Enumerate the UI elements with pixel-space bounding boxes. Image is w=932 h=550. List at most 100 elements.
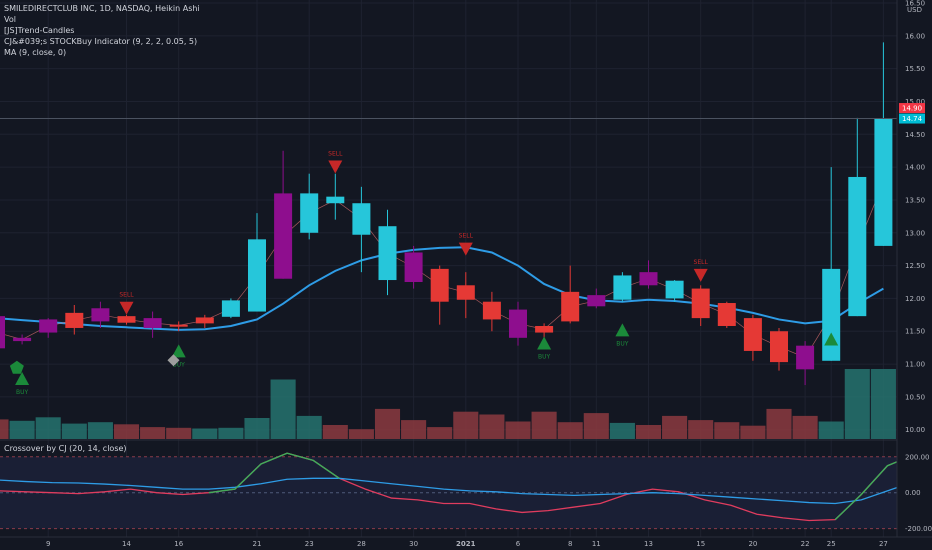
candle — [691, 285, 710, 326]
volume-bar — [557, 422, 583, 439]
volume-bar — [166, 427, 192, 439]
candle — [91, 301, 110, 328]
candle — [300, 173, 319, 240]
oscillator-line — [0, 477, 914, 505]
currency-label: USD — [907, 6, 922, 14]
candle-body — [822, 268, 841, 361]
candle-body — [274, 193, 293, 279]
volume-bars — [0, 369, 896, 439]
oscillator-line — [0, 452, 914, 522]
volume-bar — [740, 425, 766, 439]
buy-label: BUY — [616, 340, 629, 347]
time-axis-bg — [0, 537, 932, 550]
candle — [717, 301, 736, 328]
candle-body — [639, 272, 658, 286]
candle-body — [300, 193, 319, 233]
candle-body — [352, 203, 371, 235]
candle — [874, 42, 893, 246]
buy-label: BUY — [538, 353, 551, 360]
time-tick-label: 8 — [568, 540, 572, 548]
candle-body — [743, 318, 762, 351]
volume-bar — [818, 421, 844, 439]
volume-bar — [322, 425, 348, 439]
volume-bar — [270, 379, 296, 439]
volume-bar — [635, 425, 662, 439]
time-tick-label: 16 — [174, 540, 183, 548]
volume-bar — [348, 429, 374, 439]
volume-bar — [714, 422, 740, 439]
time-tick-label: 28 — [357, 540, 366, 548]
candle-body — [404, 252, 423, 283]
volume-bar — [479, 414, 505, 439]
volume-bar — [453, 411, 479, 439]
candle-body — [770, 331, 788, 363]
volume-bar — [140, 427, 166, 439]
legend-stockbuy-indicator[interactable]: CJ&#039;s STOCKBuy Indicator (9, 2, 2, 0… — [4, 37, 198, 46]
candle-body — [535, 325, 554, 333]
legend-trend-candles[interactable]: [JS]Trend-Candles — [4, 26, 75, 35]
price-tick-label: 16.50 — [905, 0, 925, 8]
price-tick-label: 10.00 — [905, 426, 925, 434]
pentagon-marker-icon — [9, 360, 24, 374]
candle — [743, 314, 762, 361]
sell-arrow-icon — [119, 301, 134, 315]
volume-bar — [870, 369, 896, 439]
time-tick-label: 14 — [122, 540, 131, 548]
candle — [561, 265, 580, 324]
candle — [665, 280, 684, 302]
candle-body — [248, 239, 266, 312]
price-tick-label: 11.50 — [905, 328, 925, 336]
candle — [639, 260, 658, 289]
price-axis-bg — [897, 0, 932, 550]
price-tick-label: 13.50 — [905, 196, 925, 204]
volume-bar — [9, 420, 35, 439]
volume-bar — [662, 415, 688, 439]
candle-body — [613, 275, 632, 300]
price-tick-label: 10.50 — [905, 393, 925, 401]
sell-arrow-icon — [328, 160, 343, 174]
sell-label: SELL — [694, 259, 709, 266]
volume-bar — [583, 413, 609, 439]
price-tag — [899, 103, 925, 114]
time-tick-label: 25 — [827, 540, 836, 548]
volume-bar — [35, 417, 61, 439]
candle-body — [561, 291, 580, 322]
candle — [117, 314, 136, 325]
time-tick-label: 9 — [46, 540, 50, 548]
candle — [770, 327, 788, 371]
candle-body — [13, 337, 32, 342]
candle — [352, 186, 371, 273]
candle — [430, 265, 449, 325]
legend-volume[interactable]: Vol — [4, 15, 16, 24]
candle — [169, 321, 188, 332]
oscillator-tick-label: -200.00 — [905, 525, 932, 533]
diamond-marker-icon — [167, 354, 180, 367]
legend-moving-average[interactable]: MA (9, close, 0) — [4, 48, 67, 57]
candle-body — [326, 196, 345, 204]
legend-symbol-title[interactable]: SMILEDIRECTCLUB INC, 1D, NASDAQ, Heikin … — [4, 4, 200, 13]
buy-arrow-icon — [171, 344, 186, 358]
candle — [378, 209, 397, 296]
time-tick-label: 22 — [801, 540, 810, 548]
candle-body — [430, 268, 449, 302]
volume-bar — [113, 424, 140, 439]
candle-body — [874, 118, 893, 246]
volume-bar — [531, 411, 557, 439]
oscillator-title[interactable]: Crossover by CJ (20, 14, close) — [4, 444, 127, 453]
candle-body — [665, 280, 684, 299]
candle-body — [143, 318, 162, 328]
volume-bar — [766, 408, 792, 439]
volume-bar — [401, 420, 427, 439]
volume-bar — [244, 418, 270, 439]
candle-body — [91, 308, 110, 322]
volume-bar — [688, 420, 714, 439]
price-tick-label: 16.00 — [905, 32, 925, 40]
volume-bar — [844, 369, 870, 439]
signals: SELL SELL SELL SELL BUY BUY BUY BUY — [15, 151, 839, 396]
time-tick-label: 13 — [644, 540, 653, 548]
candle — [404, 245, 423, 289]
price-tick-label: 14.50 — [905, 131, 925, 139]
candle-body — [0, 316, 5, 349]
candle — [456, 272, 475, 319]
